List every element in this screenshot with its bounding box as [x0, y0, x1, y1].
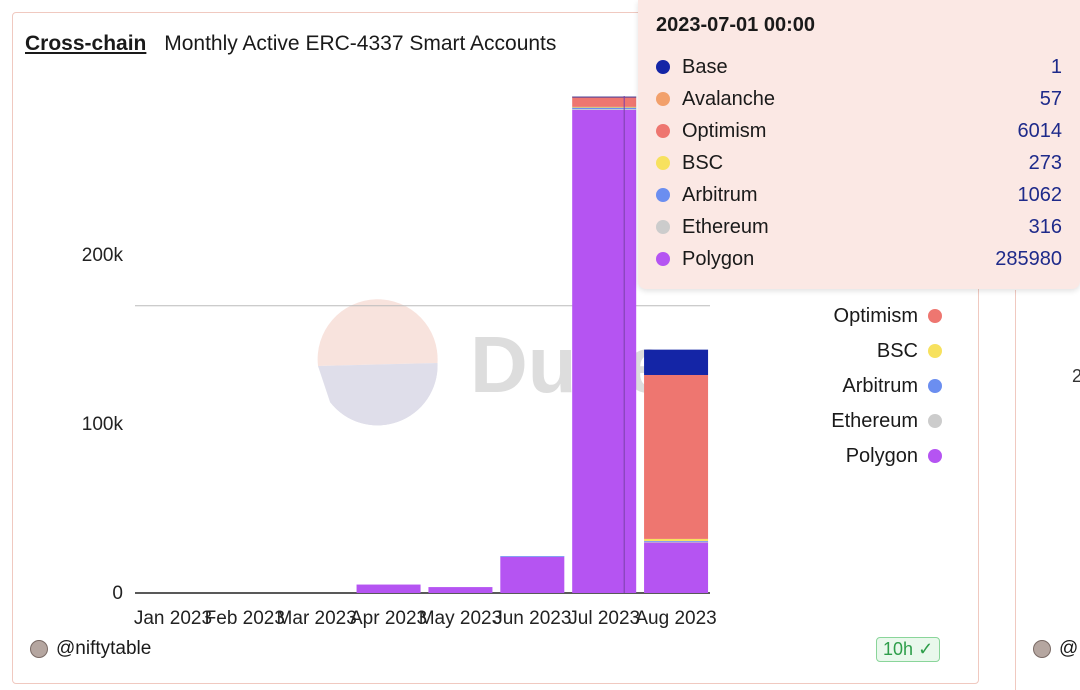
tooltip-title: 2023-07-01 00:00 — [656, 14, 816, 36]
tooltip-series-value: 1062 — [1017, 183, 1063, 206]
legend-item[interactable]: BSC — [831, 333, 942, 368]
y-tick-label: 0 — [112, 583, 123, 604]
dune-watermark: Dune — [317, 299, 670, 426]
legend-item[interactable]: Polygon — [831, 438, 942, 473]
tooltip-row: Ethereum 316 — [656, 211, 1062, 243]
x-tick-label: Aug 2023 — [635, 608, 716, 629]
tooltip-series-name: Ethereum — [682, 215, 769, 238]
bar-segment — [644, 541, 709, 543]
chart-header: Cross-chain Monthly Active ERC-4337 Smar… — [25, 32, 556, 56]
bar-segment — [644, 540, 709, 542]
watermark-logo-top — [317, 299, 438, 366]
bar-segment — [500, 556, 565, 557]
chart-footer: @niftytable — [30, 638, 151, 660]
tooltip-series-name: Polygon — [682, 247, 755, 270]
legend-label: Optimism — [833, 304, 918, 327]
y-tick-label: 100k — [82, 414, 124, 435]
freshness-value: 10h — [883, 639, 914, 659]
x-tick-label: Apr 2023 — [350, 608, 427, 629]
tooltip-row: BSC 273 — [656, 147, 1062, 179]
legend-label: Polygon — [845, 444, 918, 467]
x-tick-label: Feb 2023 — [205, 608, 285, 629]
bar-segment — [572, 109, 637, 594]
author-name-partial[interactable]: @ — [1059, 638, 1079, 659]
query-link[interactable]: Cross-chain — [25, 32, 147, 55]
legend-dot-icon — [928, 448, 942, 463]
tooltip-row: Base 1 — [656, 51, 1062, 83]
series-dot-icon — [656, 92, 670, 106]
bar-segment — [644, 374, 709, 539]
series-dot-icon — [656, 156, 670, 170]
series-dot-icon — [656, 60, 670, 74]
tooltip-series-value: 273 — [1028, 151, 1062, 174]
bar-segment — [356, 584, 421, 593]
tooltip-series-value: 57 — [1039, 87, 1062, 110]
tooltip-series-name: Optimism — [682, 119, 767, 142]
tooltip-row: Optimism 6014 — [656, 115, 1062, 147]
legend-item[interactable]: Ethereum — [831, 403, 942, 438]
legend-dot-icon — [928, 308, 942, 323]
legend-label: Ethereum — [831, 409, 918, 432]
freshness-badge: 10h ✓ — [876, 637, 941, 662]
tooltip-series-name: Base — [682, 55, 728, 78]
y-tick-label: 200k — [82, 245, 124, 266]
watermark-text: Dune — [470, 320, 670, 409]
x-tick-label: Jul 2023 — [568, 608, 640, 629]
series-dot-icon — [656, 252, 670, 266]
chart-legend: Optimism BSC Arbitrum Ethereum Polygon — [831, 298, 942, 473]
x-tick-label: Jan 2023 — [134, 608, 212, 629]
avatar[interactable] — [1033, 640, 1051, 658]
tooltip-series-name: Avalanche — [682, 87, 776, 110]
bar-segment — [572, 106, 637, 108]
tooltip-series-value: 316 — [1028, 215, 1062, 238]
bar-segment — [572, 107, 637, 110]
legend-label: BSC — [876, 339, 918, 362]
legend-dot-icon — [928, 413, 942, 428]
x-tick-label: Mar 2023 — [277, 608, 357, 629]
check-circle-icon: ✓ — [918, 639, 934, 659]
x-tick-label: May 2023 — [419, 608, 502, 629]
tooltip-series-value: 1 — [1050, 55, 1062, 78]
adjacent-axis-label: 2 — [1072, 366, 1080, 386]
author-name[interactable]: @niftytable — [56, 638, 152, 659]
legend-item[interactable]: Optimism — [831, 298, 942, 333]
tooltip-row: Polygon 285980 — [656, 243, 1062, 275]
bar-segment — [572, 96, 637, 98]
chart-title: Monthly Active ERC-4337 Smart Accounts — [164, 32, 557, 55]
series-dot-icon — [656, 124, 670, 138]
x-tick-label: Jun 2023 — [493, 608, 571, 629]
series-dot-icon — [656, 220, 670, 234]
chart-tooltip: 2023-07-01 00:00 Base 1 Avalanche 57 Optimis… — [638, 0, 1080, 289]
bar-segment — [644, 538, 709, 541]
legend-item[interactable]: Arbitrum — [831, 368, 942, 403]
series-dot-icon — [656, 188, 670, 202]
watermark-logo-bottom-fill — [330, 363, 438, 426]
tooltip-series-name: Arbitrum — [682, 183, 758, 206]
bar-segment — [572, 96, 637, 107]
bar-segment — [500, 556, 565, 593]
tooltip-row: Arbitrum 1062 — [656, 179, 1062, 211]
tooltip-series-name: BSC — [682, 151, 724, 174]
legend-dot-icon — [928, 343, 942, 358]
tooltip-series-value: 6014 — [1017, 119, 1063, 142]
tooltip-series-value: 285980 — [995, 247, 1062, 270]
legend-label: Arbitrum — [842, 374, 918, 397]
bar-segment — [644, 542, 709, 593]
tooltip-row: Avalanche 57 — [656, 83, 1062, 115]
bar-segment — [428, 587, 493, 593]
adjacent-footer: @ — [1033, 638, 1078, 660]
bar-segment — [644, 349, 709, 375]
legend-dot-icon — [928, 378, 942, 393]
bar-segment — [572, 109, 637, 110]
avatar[interactable] — [30, 640, 48, 658]
adjacent-chart-card — [1015, 290, 1080, 690]
